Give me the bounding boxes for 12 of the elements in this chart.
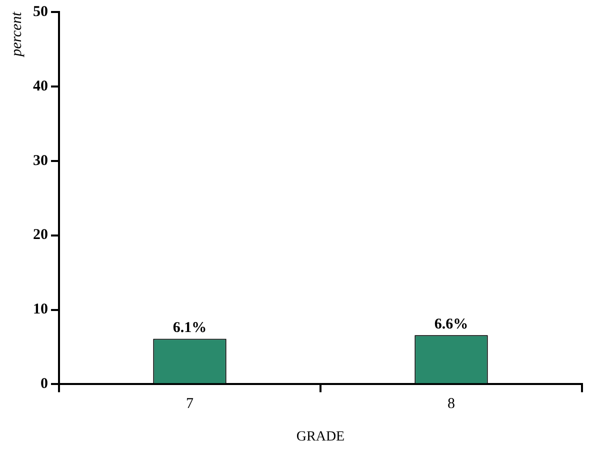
data-label: 6.1% [172,320,207,336]
y-tick-label: 0 [40,376,48,392]
y-tick-label: 10 [33,302,48,318]
x-tick-label: 8 [448,396,455,412]
x-tick-label: 7 [186,396,194,412]
x-axis-title: GRADE [296,429,345,444]
y-tick-label: 50 [33,4,48,20]
data-label: 6.6% [434,316,468,332]
y-tick-label: 20 [33,227,48,244]
y-tick-label: 40 [33,78,48,94]
y-tick-label: 30 [33,152,48,169]
y-axis-title: percent [8,11,25,58]
